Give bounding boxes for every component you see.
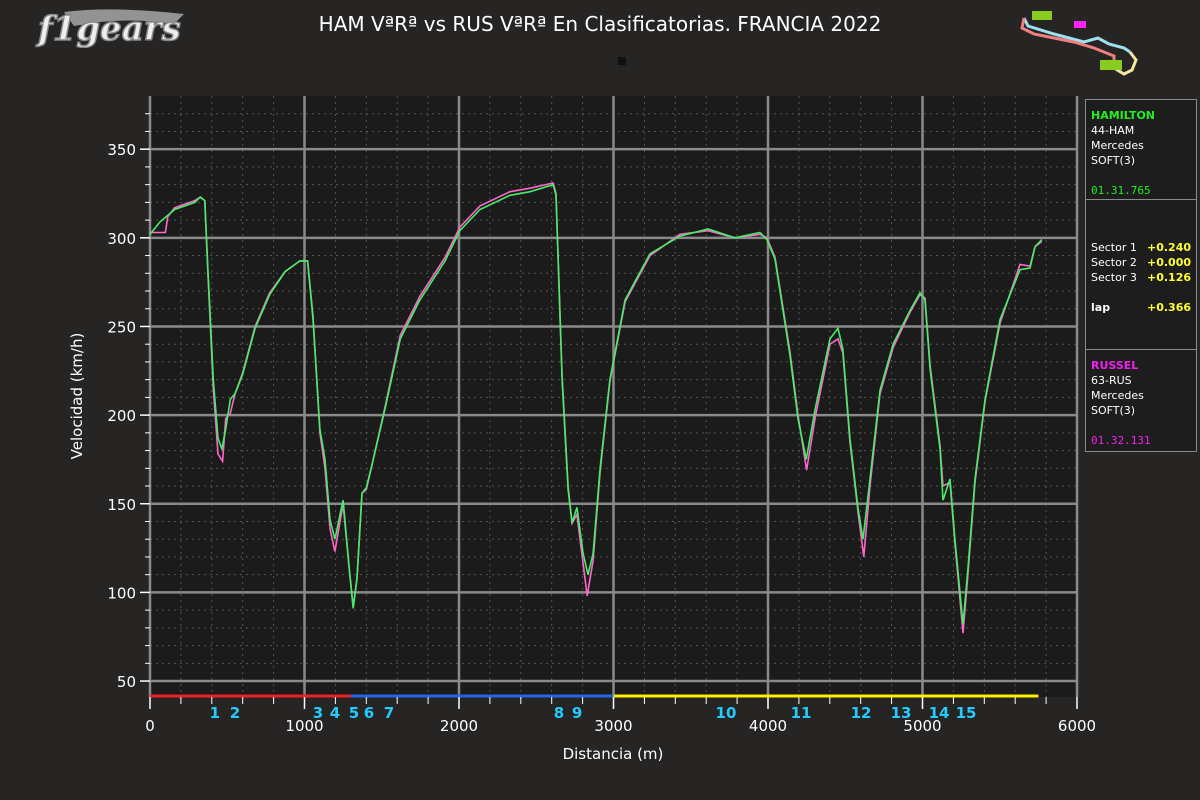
driver2-laptime: 01.32.131 [1091, 434, 1151, 447]
corner-label: 10 [716, 704, 737, 722]
track-map [1020, 11, 1138, 76]
corner-label: 7 [384, 704, 394, 722]
driver2-tyre: SOFT(3) [1091, 404, 1136, 417]
driver1-laptime: 01.31.765 [1091, 184, 1151, 197]
y-tick-label: 50 [117, 673, 136, 691]
corner-label: 15 [956, 704, 977, 722]
driver1-section: HAMILTON 44-HAM Mercedes SOFT(3) 01.31.7… [1086, 100, 1196, 200]
y-tick-label: 150 [107, 496, 136, 514]
svg-text:f1gears: f1gears [36, 9, 181, 48]
delta-section: Sector 1 +0.240 Sector 2 +0.000 Sector 3 +0… [1086, 200, 1196, 350]
x-tick-label: 2000 [440, 717, 478, 735]
x-tick-label: 1000 [285, 717, 323, 735]
corner-label: 2 [230, 704, 240, 722]
corner-label: 11 [791, 704, 812, 722]
lap-delta: +0.366 [1146, 301, 1191, 314]
driver2-name: RUSSEL [1091, 359, 1139, 372]
driver2-section: RUSSEL 63-RUS Mercedes SOFT(3) 01.32.131 [1086, 350, 1196, 450]
sector2-delta: +0.000 [1146, 256, 1191, 269]
legend-marker [618, 57, 626, 65]
driver1-name: HAMILTON [1091, 109, 1156, 122]
x-tick-label: 5000 [903, 717, 941, 735]
y-tick-label: 300 [107, 230, 136, 248]
sector2-label: Sector 2 [1091, 256, 1137, 269]
y-axis-label: Velocidad (km/h) [68, 333, 86, 460]
corner-label: 5 [349, 704, 359, 722]
x-axis-label: Distancia (m) [563, 745, 664, 763]
x-tick-label: 6000 [1058, 717, 1096, 735]
driver2-team: Mercedes [1091, 389, 1144, 402]
driver1-code: 44-HAM [1091, 124, 1135, 137]
driver1-tyre: SOFT(3) [1091, 154, 1136, 167]
corner-label: 14 [929, 704, 950, 722]
info-panel: HAMILTON 44-HAM Mercedes SOFT(3) 01.31.7… [1085, 99, 1197, 452]
sector1-label: Sector 1 [1091, 241, 1137, 254]
corner-label: 13 [891, 704, 912, 722]
x-tick-label: 3000 [594, 717, 632, 735]
x-tick-label: 0 [145, 717, 155, 735]
y-tick-label: 350 [107, 141, 136, 159]
chart-title: HAM VªRª vs RUS VªRª En Clasificatorias.… [318, 12, 882, 36]
x-tick-label: 4000 [749, 717, 787, 735]
corner-label: 9 [572, 704, 582, 722]
driver1-team: Mercedes [1091, 139, 1144, 152]
corner-label: 4 [330, 704, 340, 722]
corner-label: 12 [851, 704, 872, 722]
lap-label: lap [1091, 301, 1111, 314]
corner-label: 1 [210, 704, 220, 722]
sector3-delta: +0.126 [1146, 271, 1191, 284]
sector3-label: Sector 3 [1091, 271, 1137, 284]
corner-label: 6 [364, 704, 374, 722]
f1gears-logo: f1gears [35, 8, 184, 48]
corner-label: 3 [313, 704, 323, 722]
y-tick-label: 200 [107, 407, 136, 425]
sector1-delta: +0.240 [1146, 241, 1191, 254]
driver2-code: 63-RUS [1091, 374, 1132, 387]
speed-line-ham [149, 183, 1043, 625]
corner-label: 8 [554, 704, 564, 722]
y-tick-label: 250 [107, 318, 136, 336]
y-tick-label: 100 [107, 584, 136, 602]
